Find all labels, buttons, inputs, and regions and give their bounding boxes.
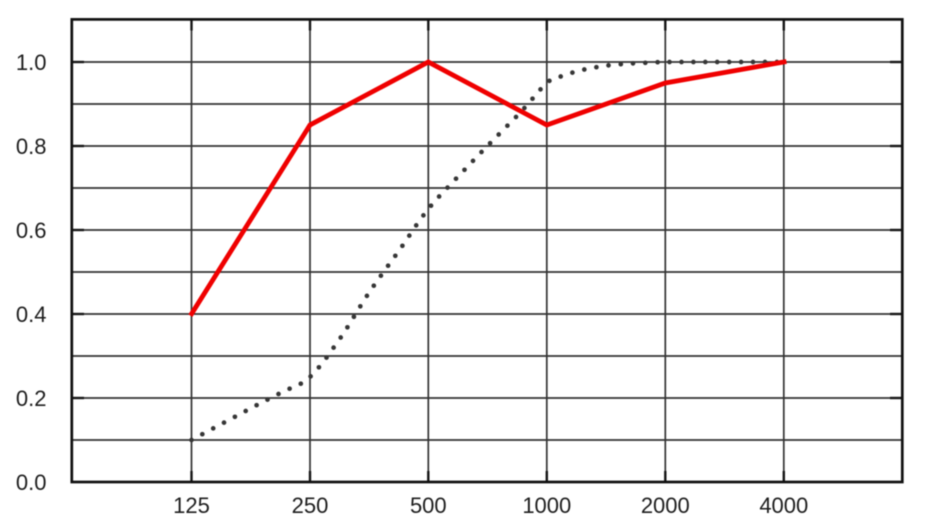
svg-text:0.2: 0.2 [16,386,47,411]
svg-text:0.6: 0.6 [16,218,47,243]
svg-text:1.0: 1.0 [16,50,47,75]
svg-text:2000: 2000 [641,493,690,518]
svg-text:0.8: 0.8 [16,134,47,159]
svg-text:250: 250 [292,493,329,518]
svg-text:125: 125 [173,493,210,518]
svg-text:1000: 1000 [522,493,571,518]
svg-text:500: 500 [410,493,447,518]
svg-text:0.0: 0.0 [16,470,47,495]
svg-text:4000: 4000 [759,493,808,518]
svg-text:0.4: 0.4 [16,302,47,327]
